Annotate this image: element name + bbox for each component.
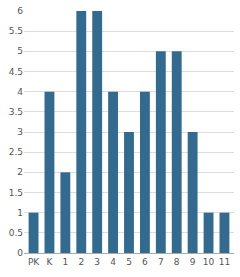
svg-text:9: 9 [190, 257, 196, 267]
svg-text:2: 2 [17, 167, 23, 177]
svg-text:5: 5 [126, 257, 132, 267]
svg-text:10: 10 [203, 257, 215, 267]
svg-text:8: 8 [174, 257, 180, 267]
svg-text:3: 3 [17, 127, 23, 137]
svg-text:3.5: 3.5 [9, 107, 23, 117]
svg-text:6: 6 [142, 257, 148, 267]
svg-text:11: 11 [219, 257, 230, 267]
svg-text:PK: PK [28, 257, 40, 267]
svg-text:7: 7 [158, 257, 164, 267]
svg-text:5.5: 5.5 [9, 26, 23, 36]
svg-text:2: 2 [78, 257, 84, 267]
svg-text:K: K [46, 257, 53, 267]
svg-text:0.5: 0.5 [9, 228, 23, 238]
svg-text:1.5: 1.5 [9, 188, 23, 198]
svg-text:1: 1 [17, 208, 23, 218]
svg-text:5: 5 [17, 46, 23, 56]
svg-text:4.5: 4.5 [9, 67, 23, 77]
svg-text:4: 4 [17, 87, 23, 97]
svg-text:3: 3 [94, 257, 100, 267]
svg-text:2.5: 2.5 [9, 147, 23, 157]
svg-text:6: 6 [17, 6, 23, 16]
svg-text:4: 4 [110, 257, 116, 267]
svg-text:0: 0 [17, 248, 23, 258]
svg-text:1: 1 [62, 257, 68, 267]
